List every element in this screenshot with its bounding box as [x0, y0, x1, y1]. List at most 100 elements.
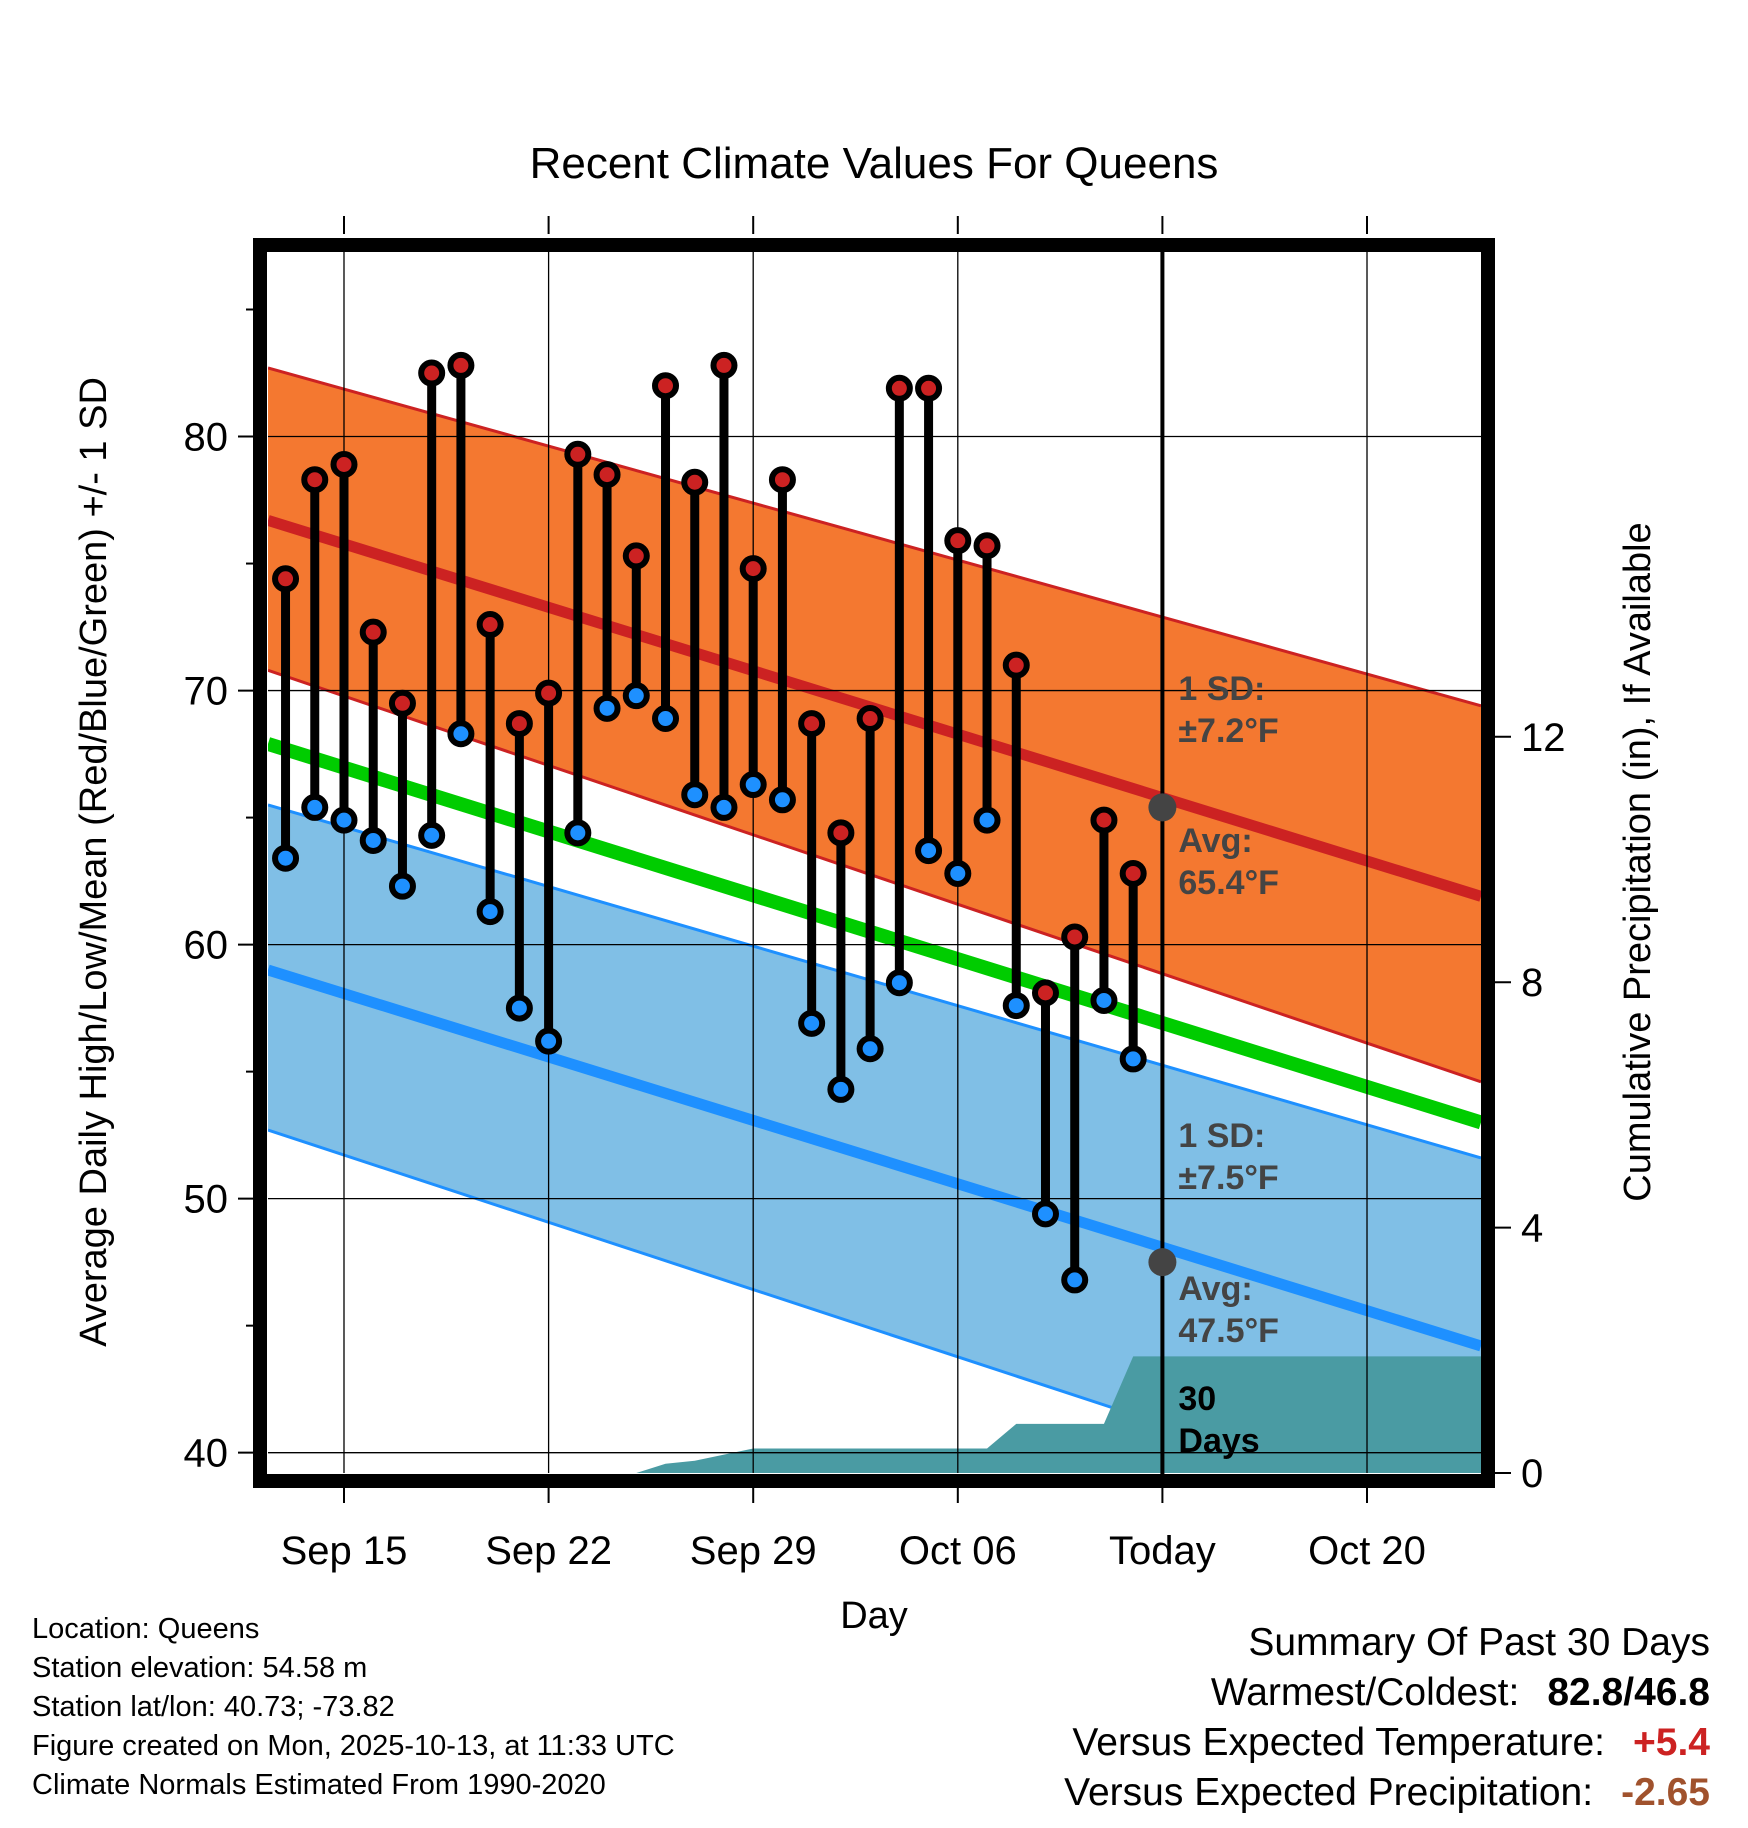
daily-low-point: [564, 819, 592, 847]
daily-high-point: [1119, 859, 1147, 887]
x-tick-label: Sep 29: [690, 1529, 817, 1573]
daily-low-point: [330, 806, 358, 834]
y2-tick-label: 0: [1521, 1452, 1543, 1496]
info-location: Location: Queens: [32, 1613, 260, 1645]
daily-high-point: [973, 532, 1001, 560]
x-tick-label: Sep 22: [485, 1529, 612, 1573]
precip-area: [285, 1356, 1481, 1473]
days-annotation-line1: 30: [1178, 1380, 1216, 1418]
summary-warmest-row: Warmest/Coldest: 82.8/46.8: [1064, 1668, 1710, 1718]
x-tick-label: Oct 06: [899, 1529, 1017, 1573]
daily-low-point: [1119, 1045, 1147, 1073]
daily-high-point: [827, 819, 855, 847]
daily-low-point: [447, 720, 475, 748]
station-info: Location: Queens Station elevation: 54.5…: [32, 1610, 675, 1805]
daily-low-point: [418, 821, 446, 849]
info-normals: Climate Normals Estimated From 1990-2020: [32, 1769, 606, 1801]
daily-high-point: [1061, 923, 1089, 951]
daily-low-point: [622, 682, 650, 710]
daily-low-point: [388, 872, 416, 900]
daily-low-point: [535, 1027, 563, 1055]
low-sd-annotation-line2: ±7.5°F: [1178, 1159, 1278, 1197]
normal-low-line: [268, 964, 1481, 1352]
high-avg-annotation-line1: Avg:: [1178, 822, 1252, 860]
chart-title: Recent Climate Values For Queens: [530, 139, 1219, 188]
x-axis-title: Day: [840, 1595, 908, 1637]
daily-low-point: [739, 771, 767, 799]
daily-high-point: [768, 466, 796, 494]
y-axis-title: Average Daily High/Low/Mean (Red/Blue/Gr…: [73, 377, 115, 1347]
daily-high-point: [359, 618, 387, 646]
daily-low-point: [710, 793, 738, 821]
y-tick-label: 50: [184, 1178, 229, 1222]
daily-high-point: [272, 565, 300, 593]
daily-high-point: [330, 450, 358, 478]
summary-panel: Summary Of Past 30 Days Warmest/Coldest:…: [1064, 1618, 1710, 1818]
daily-high-point: [418, 359, 446, 387]
daily-low-point: [1090, 986, 1118, 1014]
daily-high-point: [915, 374, 943, 402]
x-tick-label: Sep 15: [281, 1529, 408, 1573]
summary-title: Summary Of Past 30 Days: [1248, 1621, 1710, 1664]
daily-high-point: [593, 461, 621, 489]
low-avg-annotation-line2: 47.5°F: [1178, 1312, 1279, 1350]
daily-low-point: [301, 793, 329, 821]
summary-precip-row: Versus Expected Precipitation: -2.65: [1064, 1768, 1710, 1818]
daily-high-point: [388, 689, 416, 717]
info-elevation: Station elevation: 54.58 m: [32, 1652, 368, 1684]
high-avg-annotation-line2: 65.4°F: [1178, 864, 1279, 902]
summary-warmest-label: Warmest/Coldest:: [1210, 1671, 1520, 1714]
series: [272, 351, 1177, 1294]
daily-low-point: [856, 1035, 884, 1063]
daily-high-point: [1002, 651, 1030, 679]
ticks: 40 50 60 70 80 0 4 8 12 Sep 15 Sep 22 Sep 29 Oct 06 T…: [184, 216, 1566, 1573]
daily-high-point: [798, 710, 826, 738]
low-avg-annotation-line1: Avg:: [1178, 1270, 1252, 1308]
summary-temp-value: +5.4: [1633, 1721, 1710, 1764]
summary-warmest-value: 82.8/46.8: [1547, 1671, 1710, 1714]
daily-low-point: [915, 837, 943, 865]
daily-low-point: [798, 1009, 826, 1037]
daily-high-point: [1031, 979, 1059, 1007]
daily-low-point: [272, 844, 300, 872]
y2-tick-label: 4: [1521, 1207, 1543, 1251]
daily-low-point: [505, 994, 533, 1022]
daily-high-point: [739, 555, 767, 583]
daily-low-point: [681, 781, 709, 809]
daily-high-point: [564, 440, 592, 468]
daily-high-point: [622, 542, 650, 570]
high-sd-annotation-line2: ±7.2°F: [1178, 712, 1278, 750]
daily-low-point: [1031, 1200, 1059, 1228]
high-sd-band-upper-edge: [268, 366, 1481, 708]
y2-tick-label: 12: [1521, 716, 1566, 760]
daily-low-point: [359, 826, 387, 854]
daily-low-point: [652, 705, 680, 733]
y2-tick-label: 8: [1521, 961, 1543, 1005]
low-sd-band: [268, 804, 1481, 1473]
daily-high-point: [885, 374, 913, 402]
daily-low-point: [885, 969, 913, 997]
summary-precip-value: -2.65: [1621, 1771, 1710, 1814]
daily-low-point: [944, 859, 972, 887]
daily-low-point: [476, 898, 504, 926]
daily-high-point: [681, 468, 709, 496]
y-tick-label: 70: [184, 670, 229, 714]
plot-frame: [253, 238, 1495, 1488]
summary-temp-label: Versus Expected Temperature:: [1072, 1721, 1605, 1764]
daily-high-point: [1090, 806, 1118, 834]
days-annotation-line2: Days: [1178, 1422, 1259, 1460]
y-tick-label: 40: [184, 1432, 229, 1476]
y-tick-label: 60: [184, 924, 229, 968]
daily-high-point: [505, 710, 533, 738]
summary-temp-row: Versus Expected Temperature: +5.4: [1064, 1718, 1710, 1768]
daily-high-point: [447, 351, 475, 379]
daily-low-point: [593, 694, 621, 722]
info-created: Figure created on Mon, 2025-10-13, at 11…: [32, 1730, 675, 1762]
today-low-avg-marker: [1148, 1248, 1177, 1277]
info-latlon: Station lat/lon: 40.73; -73.82: [32, 1691, 395, 1723]
daily-low-point: [1061, 1266, 1089, 1294]
daily-high-point: [301, 466, 329, 494]
y-tick-label: 80: [184, 416, 229, 460]
daily-high-point: [944, 527, 972, 555]
